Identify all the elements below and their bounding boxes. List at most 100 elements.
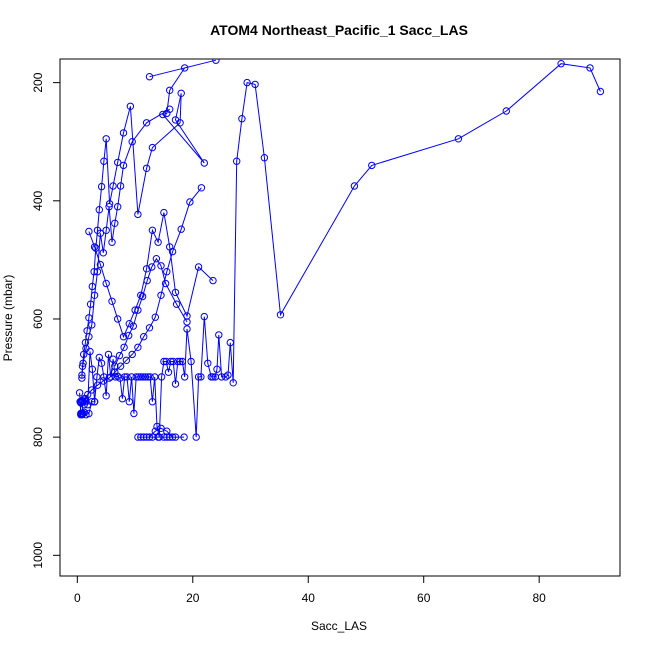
- data-point: [127, 373, 136, 381]
- data-point: [200, 312, 209, 321]
- data-point: [95, 353, 104, 362]
- data-point: [78, 411, 86, 419]
- data-point: [128, 138, 136, 146]
- data-point: [75, 389, 84, 397]
- data-point: [152, 255, 161, 263]
- y-tick-label: 1000: [31, 542, 45, 569]
- data-point: [368, 161, 376, 170]
- data-point: [163, 268, 171, 276]
- data-point: [209, 276, 217, 285]
- x-tick-label: 20: [186, 591, 200, 605]
- data-point: [102, 392, 110, 400]
- data-point: [134, 343, 142, 351]
- data-point: [128, 350, 136, 359]
- data-point: [139, 373, 147, 381]
- data-point: [116, 182, 125, 190]
- data-point: [183, 325, 191, 333]
- data-point: [100, 157, 108, 165]
- data-point: [96, 229, 105, 238]
- data-point: [177, 225, 185, 233]
- x-tick-label: 60: [417, 591, 431, 605]
- y-axis-label: Pressure (mbar): [1, 275, 15, 362]
- x-tick-label: 0: [74, 591, 81, 605]
- data-point: [143, 276, 151, 285]
- data-point: [157, 424, 165, 432]
- data-point: [111, 219, 119, 228]
- data-point: [88, 321, 96, 329]
- data-point: [145, 433, 154, 441]
- data-point: [212, 59, 220, 64]
- data-point: [166, 433, 174, 441]
- data-point: [172, 300, 181, 308]
- data-point: [162, 357, 170, 366]
- data-point: [105, 203, 113, 211]
- series-line: [79, 63, 601, 438]
- data-point: [350, 182, 359, 190]
- data-point: [125, 320, 134, 328]
- data-point: [160, 208, 168, 217]
- series-6: [111, 255, 191, 370]
- data-point: [102, 226, 110, 235]
- data-point: [79, 359, 87, 367]
- data-point: [138, 292, 147, 301]
- data-point: [148, 263, 156, 271]
- data-point: [93, 373, 101, 381]
- data-point: [176, 119, 184, 127]
- data-point: [137, 291, 145, 299]
- series-layer: [75, 59, 605, 441]
- data-point: [77, 409, 85, 418]
- data-point: [115, 351, 124, 360]
- data-point: [102, 279, 110, 288]
- data-point: [85, 227, 93, 236]
- y-tick-label: 800: [31, 427, 45, 447]
- data-point: [154, 433, 162, 441]
- data-point: [148, 433, 157, 441]
- data-point: [186, 198, 194, 206]
- series-5: [85, 208, 217, 341]
- data-point: [107, 373, 115, 381]
- data-point: [586, 64, 594, 72]
- data-point: [140, 433, 148, 441]
- data-point: [125, 331, 133, 340]
- series-line: [81, 108, 170, 376]
- y-tick-label: 600: [31, 309, 45, 329]
- data-point: [119, 129, 128, 137]
- data-point: [129, 322, 138, 330]
- data-point: [80, 408, 88, 416]
- data-point: [145, 324, 154, 332]
- data-point: [151, 427, 160, 435]
- data-point: [108, 238, 116, 246]
- data-point: [557, 60, 565, 68]
- data-point: [151, 313, 160, 321]
- series-line: [88, 212, 214, 339]
- data-point: [109, 355, 117, 363]
- data-point: [97, 182, 106, 191]
- chart-title: ATOM4 Northeast_Pacific_1 Sacc_LAS: [210, 22, 468, 38]
- data-point: [251, 80, 259, 89]
- data-point: [226, 338, 235, 347]
- series-line: [81, 59, 217, 379]
- data-point: [105, 374, 113, 382]
- data-point: [88, 365, 97, 373]
- data-point: [148, 226, 157, 235]
- data-point: [166, 86, 174, 95]
- data-point: [167, 357, 175, 366]
- data-point: [159, 110, 167, 119]
- data-point: [137, 373, 145, 381]
- data-point: [88, 398, 96, 406]
- data-point: [181, 373, 189, 381]
- data-point: [119, 333, 128, 341]
- data-point: [88, 386, 96, 394]
- x-axis-label: Sacc_LAS: [311, 619, 367, 633]
- data-point: [100, 373, 108, 381]
- data-point: [171, 433, 180, 441]
- data-point: [142, 433, 151, 441]
- data-point: [76, 398, 84, 406]
- series-8: [76, 396, 99, 419]
- data-point: [90, 243, 99, 251]
- y-tick-label: 400: [31, 190, 45, 210]
- data-point: [222, 373, 230, 381]
- data-point: [93, 268, 102, 276]
- data-point: [157, 291, 165, 299]
